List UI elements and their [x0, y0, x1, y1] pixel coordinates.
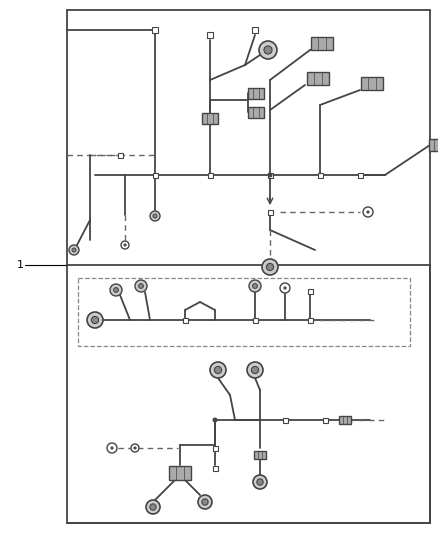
Circle shape — [259, 41, 277, 59]
Bar — [208, 173, 212, 177]
Bar — [248, 87, 264, 99]
Circle shape — [264, 46, 272, 54]
Circle shape — [210, 362, 226, 378]
Bar — [248, 107, 264, 117]
Circle shape — [262, 259, 278, 275]
Bar — [429, 139, 438, 151]
Bar — [152, 173, 158, 177]
Bar — [268, 209, 272, 214]
Circle shape — [198, 495, 212, 509]
Bar — [307, 71, 329, 85]
Bar — [207, 32, 213, 38]
Bar — [361, 77, 383, 90]
Circle shape — [131, 444, 139, 452]
Circle shape — [257, 479, 263, 485]
Circle shape — [87, 312, 103, 328]
Circle shape — [253, 475, 267, 489]
Circle shape — [153, 214, 157, 218]
Circle shape — [121, 241, 129, 249]
Circle shape — [214, 366, 222, 374]
Bar — [252, 318, 258, 322]
Bar — [268, 173, 272, 177]
Circle shape — [284, 287, 286, 289]
Circle shape — [253, 284, 258, 288]
Circle shape — [134, 447, 136, 449]
Circle shape — [249, 280, 261, 292]
Circle shape — [72, 248, 76, 252]
Bar — [307, 318, 312, 322]
Circle shape — [363, 207, 373, 217]
Circle shape — [247, 362, 263, 378]
Circle shape — [138, 284, 143, 288]
Bar — [212, 446, 218, 450]
Bar — [169, 466, 191, 480]
Circle shape — [202, 499, 208, 505]
Bar — [283, 417, 287, 423]
Circle shape — [266, 263, 274, 271]
Bar — [307, 288, 312, 294]
Circle shape — [280, 283, 290, 293]
Bar — [339, 416, 351, 424]
Bar — [212, 465, 218, 471]
Circle shape — [367, 211, 369, 213]
Bar — [318, 173, 322, 177]
Bar — [78, 278, 410, 346]
Circle shape — [268, 173, 272, 177]
Bar — [252, 27, 258, 33]
Circle shape — [107, 443, 117, 453]
Circle shape — [251, 366, 258, 374]
Circle shape — [150, 504, 156, 510]
Bar — [254, 451, 266, 459]
Bar — [322, 417, 328, 423]
Circle shape — [113, 288, 118, 293]
Circle shape — [150, 211, 160, 221]
Bar — [117, 152, 123, 157]
Text: 1: 1 — [17, 260, 24, 270]
Bar — [152, 27, 158, 33]
Circle shape — [146, 500, 160, 514]
Circle shape — [69, 245, 79, 255]
Circle shape — [135, 280, 147, 292]
Bar — [311, 36, 333, 50]
Bar — [202, 112, 218, 124]
Circle shape — [124, 244, 126, 246]
Circle shape — [212, 417, 218, 423]
Circle shape — [111, 447, 113, 449]
Circle shape — [92, 317, 99, 324]
Circle shape — [110, 284, 122, 296]
Bar — [357, 173, 363, 177]
Bar — [183, 318, 187, 322]
